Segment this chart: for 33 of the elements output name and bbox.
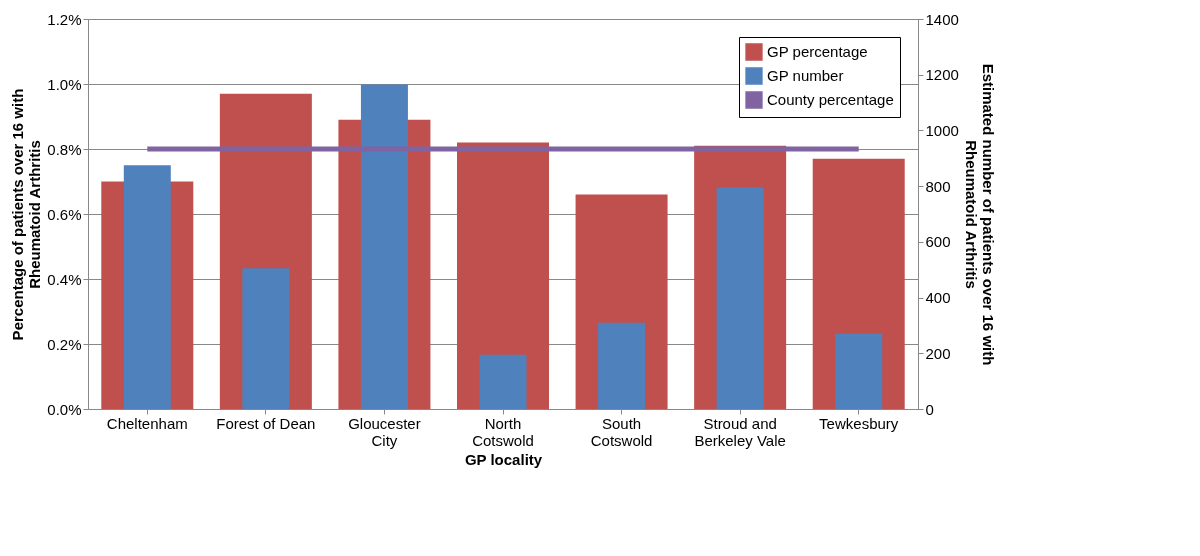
y2-tick-label: 400 (925, 289, 951, 307)
y2-tick-label: 1200 (925, 66, 959, 84)
bar (835, 333, 883, 409)
bar (242, 268, 290, 409)
x-tick-label: Cheltenham (106, 414, 188, 432)
y-tick-label: 0.2% (47, 335, 82, 353)
bar (457, 142, 549, 409)
y2-axis-title: Estimated number of patients over 16 with Rheumatoid Arthritis (962, 63, 997, 366)
y-tick-label: 0.4% (47, 270, 82, 288)
y2-tick-label: 1000 (925, 121, 959, 139)
x-tick-label: South Cotswold (590, 414, 653, 449)
y2-tick-label: 600 (925, 233, 951, 251)
y-tick-label: 1.0% (47, 75, 82, 93)
y-axis-title: Percentage of patients over 16 with Rheumatoid Arthritis (9, 88, 44, 341)
x-tick-label: Forest of Dean (216, 414, 316, 432)
x-tick-label: Stroud and Berkeley Vale (694, 414, 786, 449)
y-tick-label: 0.8% (47, 140, 82, 158)
y2-tick-label: 200 (925, 344, 951, 362)
y-tick-label: 0.6% (47, 205, 82, 223)
legend-label: GP number (767, 67, 844, 84)
y2-tick-label: 800 (925, 177, 951, 195)
y2-tick-label: 0 (925, 400, 934, 418)
x-tick-label: Gloucester City (348, 414, 421, 449)
y-tick-label: 0.0% (47, 400, 82, 418)
y-tick-label: 1.2% (47, 10, 82, 28)
legend-label: County percentage (767, 91, 894, 108)
y2-tick-label: 1400 (925, 10, 959, 28)
bar (598, 322, 646, 409)
x-axis-title: GP locality (464, 450, 543, 468)
x-tick-label: North Cotswold (472, 414, 534, 449)
legend-label: GP percentage (767, 43, 868, 60)
x-tick-label: Tewkesbury (819, 414, 899, 432)
bar (479, 354, 527, 409)
